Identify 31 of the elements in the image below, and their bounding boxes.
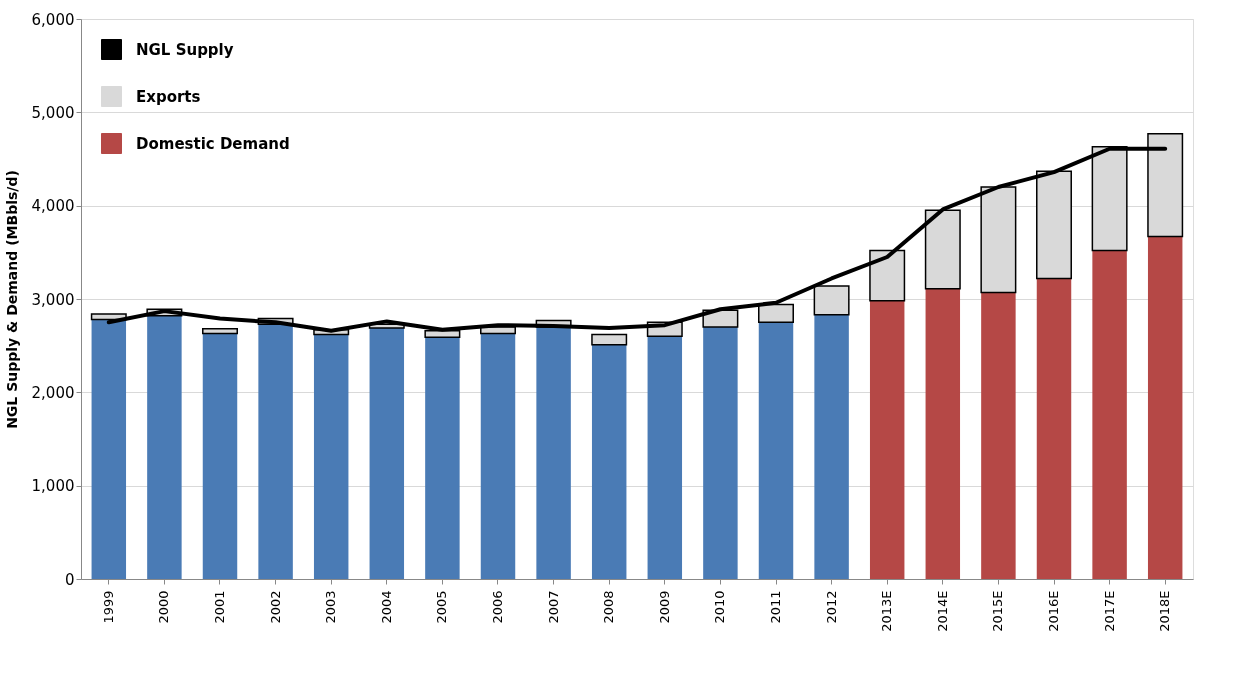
legend-label: Domestic Demand <box>136 134 290 153</box>
y-axis-title: NGL Supply & Demand (MBbls/d) <box>3 170 20 429</box>
x-tick-label: 1999 <box>100 590 116 624</box>
x-tick-label: 2017E <box>1101 590 1117 632</box>
x-tick-label: 2002 <box>267 590 283 624</box>
x-tick-label: 2009 <box>656 590 672 624</box>
x-tick-label: 2005 <box>434 590 450 624</box>
x-tick-label: 2012 <box>823 590 839 624</box>
x-tick-label: 2001 <box>212 590 227 624</box>
x-tick-label: 2010 <box>712 590 728 624</box>
y-tick-label: 3,000 <box>31 290 75 309</box>
x-tick-label: 2008 <box>601 590 617 624</box>
legend-label: Exports <box>136 87 201 106</box>
x-tick-label: 2003 <box>323 590 339 624</box>
legend-label: NGL Supply <box>136 40 234 59</box>
x-tick-label: 2006 <box>490 590 505 624</box>
x-tick-label: 2007 <box>545 590 561 624</box>
y-tick-label: 2,000 <box>31 383 75 402</box>
y-tick-label: 1,000 <box>31 477 75 496</box>
x-tick-label: 2018E <box>1157 590 1173 632</box>
x-tick-label: 2014E <box>934 590 950 632</box>
x-tick-label: 2000 <box>156 590 172 624</box>
x-tick-label: 2015E <box>990 590 1006 632</box>
y-tick-label: 6,000 <box>31 10 75 29</box>
x-tick-label: 2004 <box>378 590 394 624</box>
x-tick-label: 2011 <box>768 590 783 624</box>
y-tick-label: 4,000 <box>31 197 75 216</box>
x-tick-label: 2013E <box>879 590 895 632</box>
x-tick-label: 2016E <box>1046 590 1061 632</box>
y-tick-label: 5,000 <box>31 103 75 122</box>
y-tick-label: 0 <box>64 570 75 589</box>
